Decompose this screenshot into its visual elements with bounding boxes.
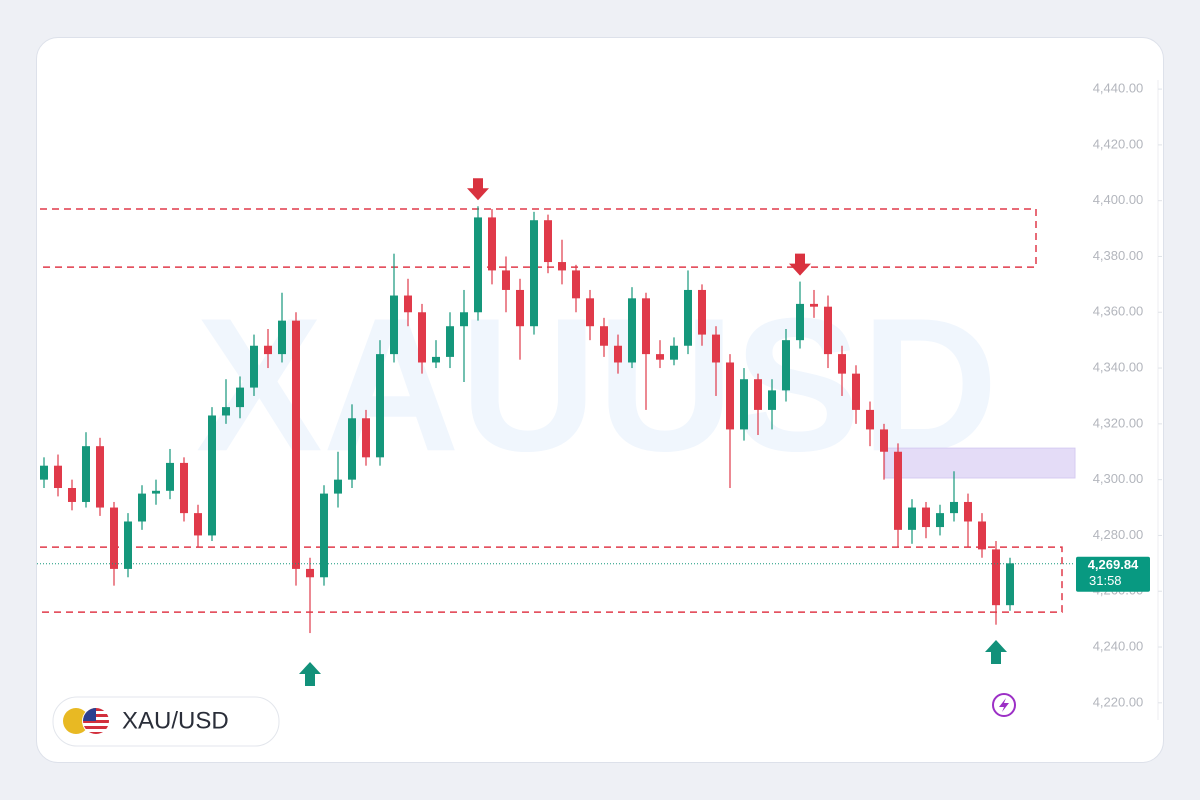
y-tick-label: 4,240.00 xyxy=(1093,638,1144,653)
candle-body xyxy=(628,298,636,363)
y-tick-label: 4,320.00 xyxy=(1093,415,1144,430)
gold-icon xyxy=(63,708,89,734)
candle-body xyxy=(824,306,832,355)
candle-body xyxy=(502,270,510,290)
y-tick-label: 4,340.00 xyxy=(1093,359,1144,374)
candle-body xyxy=(208,415,216,536)
candle-body xyxy=(698,289,706,335)
candle-body xyxy=(866,409,874,430)
candle-body xyxy=(82,446,90,502)
candle-body xyxy=(166,462,174,491)
y-tick-label: 4,400.00 xyxy=(1093,192,1144,207)
candle-body xyxy=(404,295,412,313)
candle-body xyxy=(390,295,398,355)
y-tick-label: 4,380.00 xyxy=(1093,248,1144,263)
us-flag-icon xyxy=(83,708,109,734)
candle-body xyxy=(740,379,748,430)
candle-body xyxy=(488,217,496,271)
watermark: XAUUSD xyxy=(196,279,998,491)
candle-body xyxy=(670,345,678,360)
y-tick-label: 4,420.00 xyxy=(1093,136,1144,151)
candle-body xyxy=(264,345,272,355)
candle-body xyxy=(124,521,132,569)
candle-body xyxy=(152,490,160,494)
candle-body xyxy=(922,507,930,528)
up-arrow xyxy=(299,662,321,686)
candle-body xyxy=(96,446,104,508)
candle-body xyxy=(978,521,986,550)
candle-body xyxy=(642,298,650,355)
candle-body xyxy=(278,320,286,355)
candle-body xyxy=(558,262,566,271)
candle-body xyxy=(880,429,888,452)
candle-body xyxy=(572,270,580,299)
candle-body xyxy=(460,312,468,327)
candle-body xyxy=(894,451,902,530)
candle-body xyxy=(712,334,720,363)
candle-body xyxy=(40,465,48,480)
candle-body xyxy=(1006,563,1014,606)
candle-body xyxy=(684,289,692,346)
candle-body xyxy=(474,217,482,313)
candle-body xyxy=(950,501,958,514)
candle-body xyxy=(194,513,202,536)
candle-body xyxy=(292,320,300,569)
candle-body xyxy=(936,513,944,528)
candle-body xyxy=(432,356,440,363)
candle-body xyxy=(586,298,594,327)
candle-body xyxy=(964,501,972,522)
candle-body xyxy=(726,362,734,430)
candle-body xyxy=(544,220,552,263)
candle-body xyxy=(222,407,230,416)
candle-body xyxy=(852,373,860,410)
candle-body xyxy=(656,354,664,360)
candle-body xyxy=(180,462,188,514)
up-arrow xyxy=(985,640,1007,664)
y-tick-label: 4,360.00 xyxy=(1093,304,1144,319)
candle-body xyxy=(768,390,776,410)
candle-body xyxy=(530,220,538,327)
candle-body xyxy=(908,507,916,530)
zone xyxy=(884,447,1076,479)
candle-body xyxy=(110,507,118,569)
candle-body xyxy=(754,379,762,410)
candle-body xyxy=(138,493,146,522)
candle-body xyxy=(376,354,384,458)
symbol-badge xyxy=(52,696,280,747)
candle-body xyxy=(992,549,1000,606)
candle-body xyxy=(306,568,314,578)
y-tick-label: 4,280.00 xyxy=(1093,527,1144,542)
y-tick-label: 4,220.00 xyxy=(1093,694,1144,709)
countdown-label: 31:58 xyxy=(1089,573,1122,588)
candle-body xyxy=(446,326,454,357)
lightning-icon[interactable] xyxy=(992,693,1016,717)
candle-body xyxy=(334,479,342,494)
candle-body xyxy=(320,493,328,578)
last-price-label: 4,269.84 xyxy=(1088,557,1139,572)
candle-body xyxy=(614,345,622,363)
chart-card xyxy=(36,37,1164,763)
candle-body xyxy=(796,303,804,341)
candle-body xyxy=(362,418,370,458)
candle-body xyxy=(838,354,846,374)
candle-body xyxy=(54,465,62,489)
candle-body xyxy=(418,312,426,363)
candle-body xyxy=(810,303,818,307)
symbol-label: XAU/USD xyxy=(122,707,229,734)
last-price-box xyxy=(1076,556,1150,592)
candle-body xyxy=(516,289,524,327)
candle-body xyxy=(348,418,356,480)
candle-body xyxy=(68,488,76,502)
down-arrow xyxy=(789,253,811,276)
candle-body xyxy=(250,345,258,388)
y-tick-label: 4,300.00 xyxy=(1093,471,1144,486)
zone xyxy=(40,546,1063,613)
down-arrow xyxy=(467,178,489,201)
y-tick-label: 4,440.00 xyxy=(1093,81,1144,96)
candle-body xyxy=(782,340,790,391)
candle-body xyxy=(236,387,244,408)
candle-body xyxy=(600,326,608,346)
